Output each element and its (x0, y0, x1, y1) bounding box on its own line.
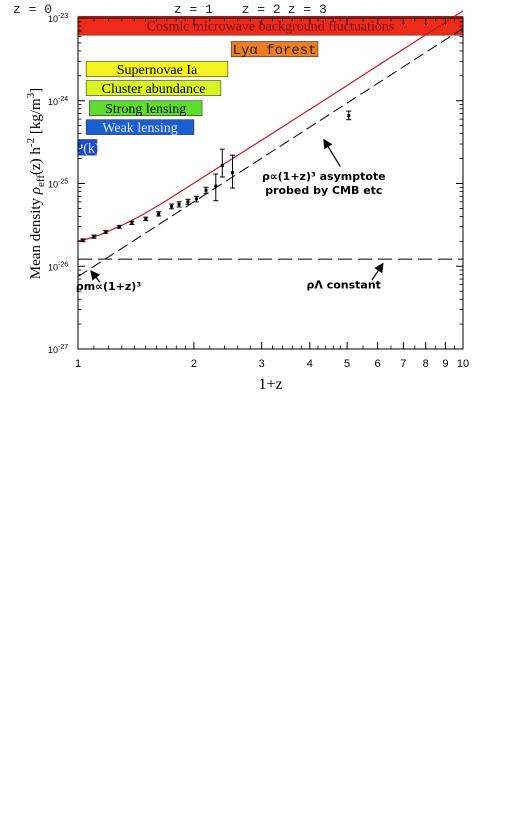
probe-band-label-3: Cluster abundance (102, 82, 206, 97)
data-point-4 (129, 220, 135, 225)
annotation-asymptote-line-0: ρ∝(1+z)³ asymptote (262, 170, 386, 183)
annotation-lambda-line-0: ρΛ constant (306, 278, 380, 291)
x-tick-label-3: 4 (307, 358, 313, 370)
model-curve (77, 10, 464, 242)
data-point-13 (219, 148, 225, 178)
x-axis-label: 1+z (258, 376, 282, 393)
data-points-layer (80, 110, 352, 243)
top-redshift-label-2: z = 2 (242, 2, 281, 17)
data-marker (177, 202, 181, 206)
dashed-curve-1 (77, 27, 464, 278)
probe-band-label-2: Supernovae Ia (117, 63, 198, 78)
x-tick-label-7: 8 (423, 358, 429, 370)
probe-band-3 (85, 80, 222, 97)
data-point-5 (143, 216, 149, 221)
probe-band-label-5: Weak lensing (102, 121, 177, 136)
data-marker (81, 238, 85, 242)
data-point-15 (346, 110, 352, 121)
curves-layer (77, 10, 464, 278)
data-point-11 (203, 186, 209, 194)
y-tick-label-2: 10-25 (48, 179, 68, 190)
data-point-3 (116, 224, 122, 229)
data-point-7 (169, 203, 175, 210)
x-tick-label-0: 1 (75, 358, 81, 370)
x-tick-label-4: 5 (344, 358, 350, 370)
data-marker (231, 171, 235, 175)
top-redshift-label-0: z = 0 (13, 2, 52, 17)
x-tick-label-1: 2 (191, 358, 197, 370)
x-tick-label-8: 9 (442, 358, 448, 370)
annotation-matter-line-0: ρm∝(1+z)³ (76, 280, 141, 293)
top-redshift-label-3: z = 3 (288, 2, 327, 17)
probe-band-2 (85, 60, 229, 78)
data-point-14 (230, 154, 236, 189)
data-marker (170, 204, 174, 208)
data-marker (204, 188, 208, 192)
data-marker (194, 197, 198, 201)
annotation-arrow-lambda (371, 262, 384, 281)
data-marker (92, 235, 96, 239)
probe-band-label-6: P(k) (75, 141, 99, 156)
x-tick-label-5: 6 (375, 358, 381, 370)
data-point-10 (193, 195, 199, 203)
probe-bands-layer: Cosmic microwave background fluctuations… (75, 15, 464, 156)
data-point-12 (213, 173, 219, 202)
probe-band-5 (85, 119, 195, 135)
data-marker (220, 164, 224, 168)
data-point-8 (176, 201, 182, 208)
data-marker (214, 184, 218, 188)
probe-band-label-4: Strong lensing (105, 102, 186, 117)
y-tick-label-0: 10-27 (48, 344, 68, 355)
annotation-arrow-asymptote (323, 138, 341, 167)
y-tick-label-3: 10-24 (48, 96, 68, 107)
data-marker (186, 200, 190, 204)
x-tick-label-2: 3 (259, 358, 265, 370)
probe-band-4 (89, 100, 203, 116)
data-marker (144, 217, 148, 221)
y-tick-label-4: 10-23 (48, 13, 68, 24)
data-marker (104, 230, 108, 234)
data-marker (157, 212, 161, 216)
data-marker (130, 221, 134, 225)
annotation-arrow-matter (90, 270, 101, 283)
x-tick-label-9: 10 (457, 358, 469, 370)
data-marker (347, 114, 351, 118)
probe-band-label-1: Lyα forest (233, 43, 317, 59)
data-marker (117, 225, 121, 229)
y-axis-label: Mean density ρeff(z) h-2 [kg/m3] (25, 88, 47, 279)
probe-band-label-0: Cosmic microwave background fluctuations (147, 20, 395, 35)
x-tick-label-6: 7 (400, 358, 406, 370)
data-point-1 (91, 234, 97, 239)
data-point-2 (103, 230, 109, 234)
top-redshift-label-1: z = 1 (174, 2, 213, 17)
data-point-9 (185, 198, 191, 205)
y-tick-label-1: 10-26 (48, 261, 68, 272)
annotation-asymptote-line-1: probed by CMB etc (265, 184, 382, 197)
data-point-6 (156, 211, 162, 217)
probe-band-1 (230, 41, 319, 58)
